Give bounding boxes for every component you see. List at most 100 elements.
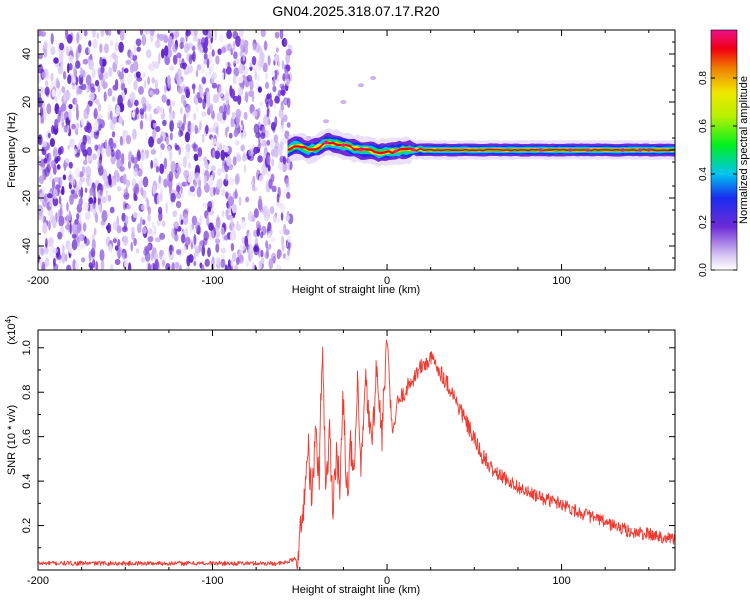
noise-blob [71, 222, 78, 235]
noise-blob [207, 107, 211, 116]
noise-blob [195, 69, 199, 78]
noise-blob [180, 106, 183, 115]
noise-blob [101, 58, 107, 67]
noise-blob [98, 204, 101, 211]
noise-blob [274, 31, 280, 39]
noise-blob [177, 85, 183, 94]
noise-blob [269, 206, 275, 215]
noise-blob [72, 66, 77, 73]
noise-blob [268, 243, 272, 250]
noise-blob [280, 105, 285, 111]
noise-blob [234, 188, 238, 199]
noise-blob [109, 263, 114, 270]
noise-blob [265, 240, 268, 249]
noise-blob [223, 145, 227, 153]
noise-blob [91, 68, 96, 79]
noise-blob [258, 60, 265, 67]
noise-blob [141, 34, 147, 46]
noise-blob [132, 156, 138, 164]
noise-blob [266, 230, 272, 239]
noise-blob [216, 257, 222, 269]
noise-blob [263, 40, 268, 51]
noise-blob [215, 55, 220, 65]
noise-blob [80, 257, 86, 263]
noise-blob [238, 81, 245, 88]
noise-blob [98, 103, 102, 112]
noise-blob [243, 39, 249, 48]
noise-blob [206, 58, 210, 69]
noise-blob [124, 215, 129, 225]
noise-blob [62, 174, 67, 181]
noise-blob [193, 153, 199, 162]
colorbar-tick-label: 0.4 [698, 167, 709, 181]
noise-blob [211, 49, 215, 57]
noise-blob [94, 79, 100, 87]
noise-blob [275, 47, 279, 53]
noise-blob [95, 98, 100, 105]
noise-blob [92, 38, 98, 49]
noise-blob [85, 211, 91, 221]
noise-blob [266, 154, 271, 165]
noise-blob [150, 159, 154, 169]
noise-blob [59, 42, 65, 51]
noise-blob [135, 107, 139, 115]
noise-blob [240, 120, 244, 126]
x-tick-label: 100 [552, 275, 570, 287]
noise-blob [230, 215, 234, 227]
noise-blob [155, 105, 161, 114]
noise-blob [216, 112, 223, 122]
noise-blob [231, 252, 237, 262]
noise-blob [48, 220, 51, 231]
noise-blob [116, 172, 120, 183]
noise-blob [225, 209, 230, 218]
noise-blob [183, 113, 187, 126]
noise-blob [158, 175, 161, 184]
noise-blob [182, 245, 187, 253]
noise-blob [150, 251, 154, 262]
noise-blob [82, 134, 87, 146]
noise-blob [166, 74, 171, 86]
noise-blob [174, 234, 179, 242]
noise-blob [66, 124, 70, 134]
noise-blob [213, 186, 216, 196]
noise-blob [261, 163, 268, 176]
noise-blob [184, 131, 190, 143]
noise-blob [89, 176, 92, 189]
noise-blob [88, 40, 92, 47]
noise-blob [176, 78, 183, 87]
band-peak [646, 148, 652, 152]
noise-blob [109, 110, 113, 121]
noise-blob [84, 187, 88, 193]
noise-blob [44, 86, 50, 96]
noise-blob [88, 262, 93, 269]
noise-blob [57, 88, 62, 97]
noise-blob [231, 111, 236, 120]
noise-blob [70, 189, 75, 195]
noise-blob [281, 235, 284, 247]
noise-blob [238, 196, 242, 206]
noise-blob [42, 222, 48, 234]
noise-blob [188, 254, 194, 263]
noise-blob [197, 38, 201, 51]
snr-y-label: SNR (10 * v/v) [6, 405, 18, 475]
noise-blob [211, 82, 218, 89]
noise-blob [207, 247, 211, 258]
noise-blob [116, 159, 122, 170]
noise-blob [123, 68, 129, 74]
spectrogram-marks [38, 30, 675, 270]
noise-blob [56, 253, 62, 260]
noise-blob [268, 178, 273, 189]
noise-blob [69, 138, 75, 148]
noise-blob [229, 85, 233, 97]
noise-blob [86, 146, 92, 156]
noise-blob [62, 162, 69, 168]
noise-blob [105, 188, 109, 201]
noise-blob [57, 231, 63, 240]
noise-blob [139, 108, 145, 115]
noise-blob [206, 215, 210, 227]
noise-blob [99, 185, 103, 197]
noise-blob [86, 103, 90, 115]
noise-blob [211, 256, 215, 268]
noise-blob [200, 63, 206, 74]
noise-blob [185, 266, 191, 270]
